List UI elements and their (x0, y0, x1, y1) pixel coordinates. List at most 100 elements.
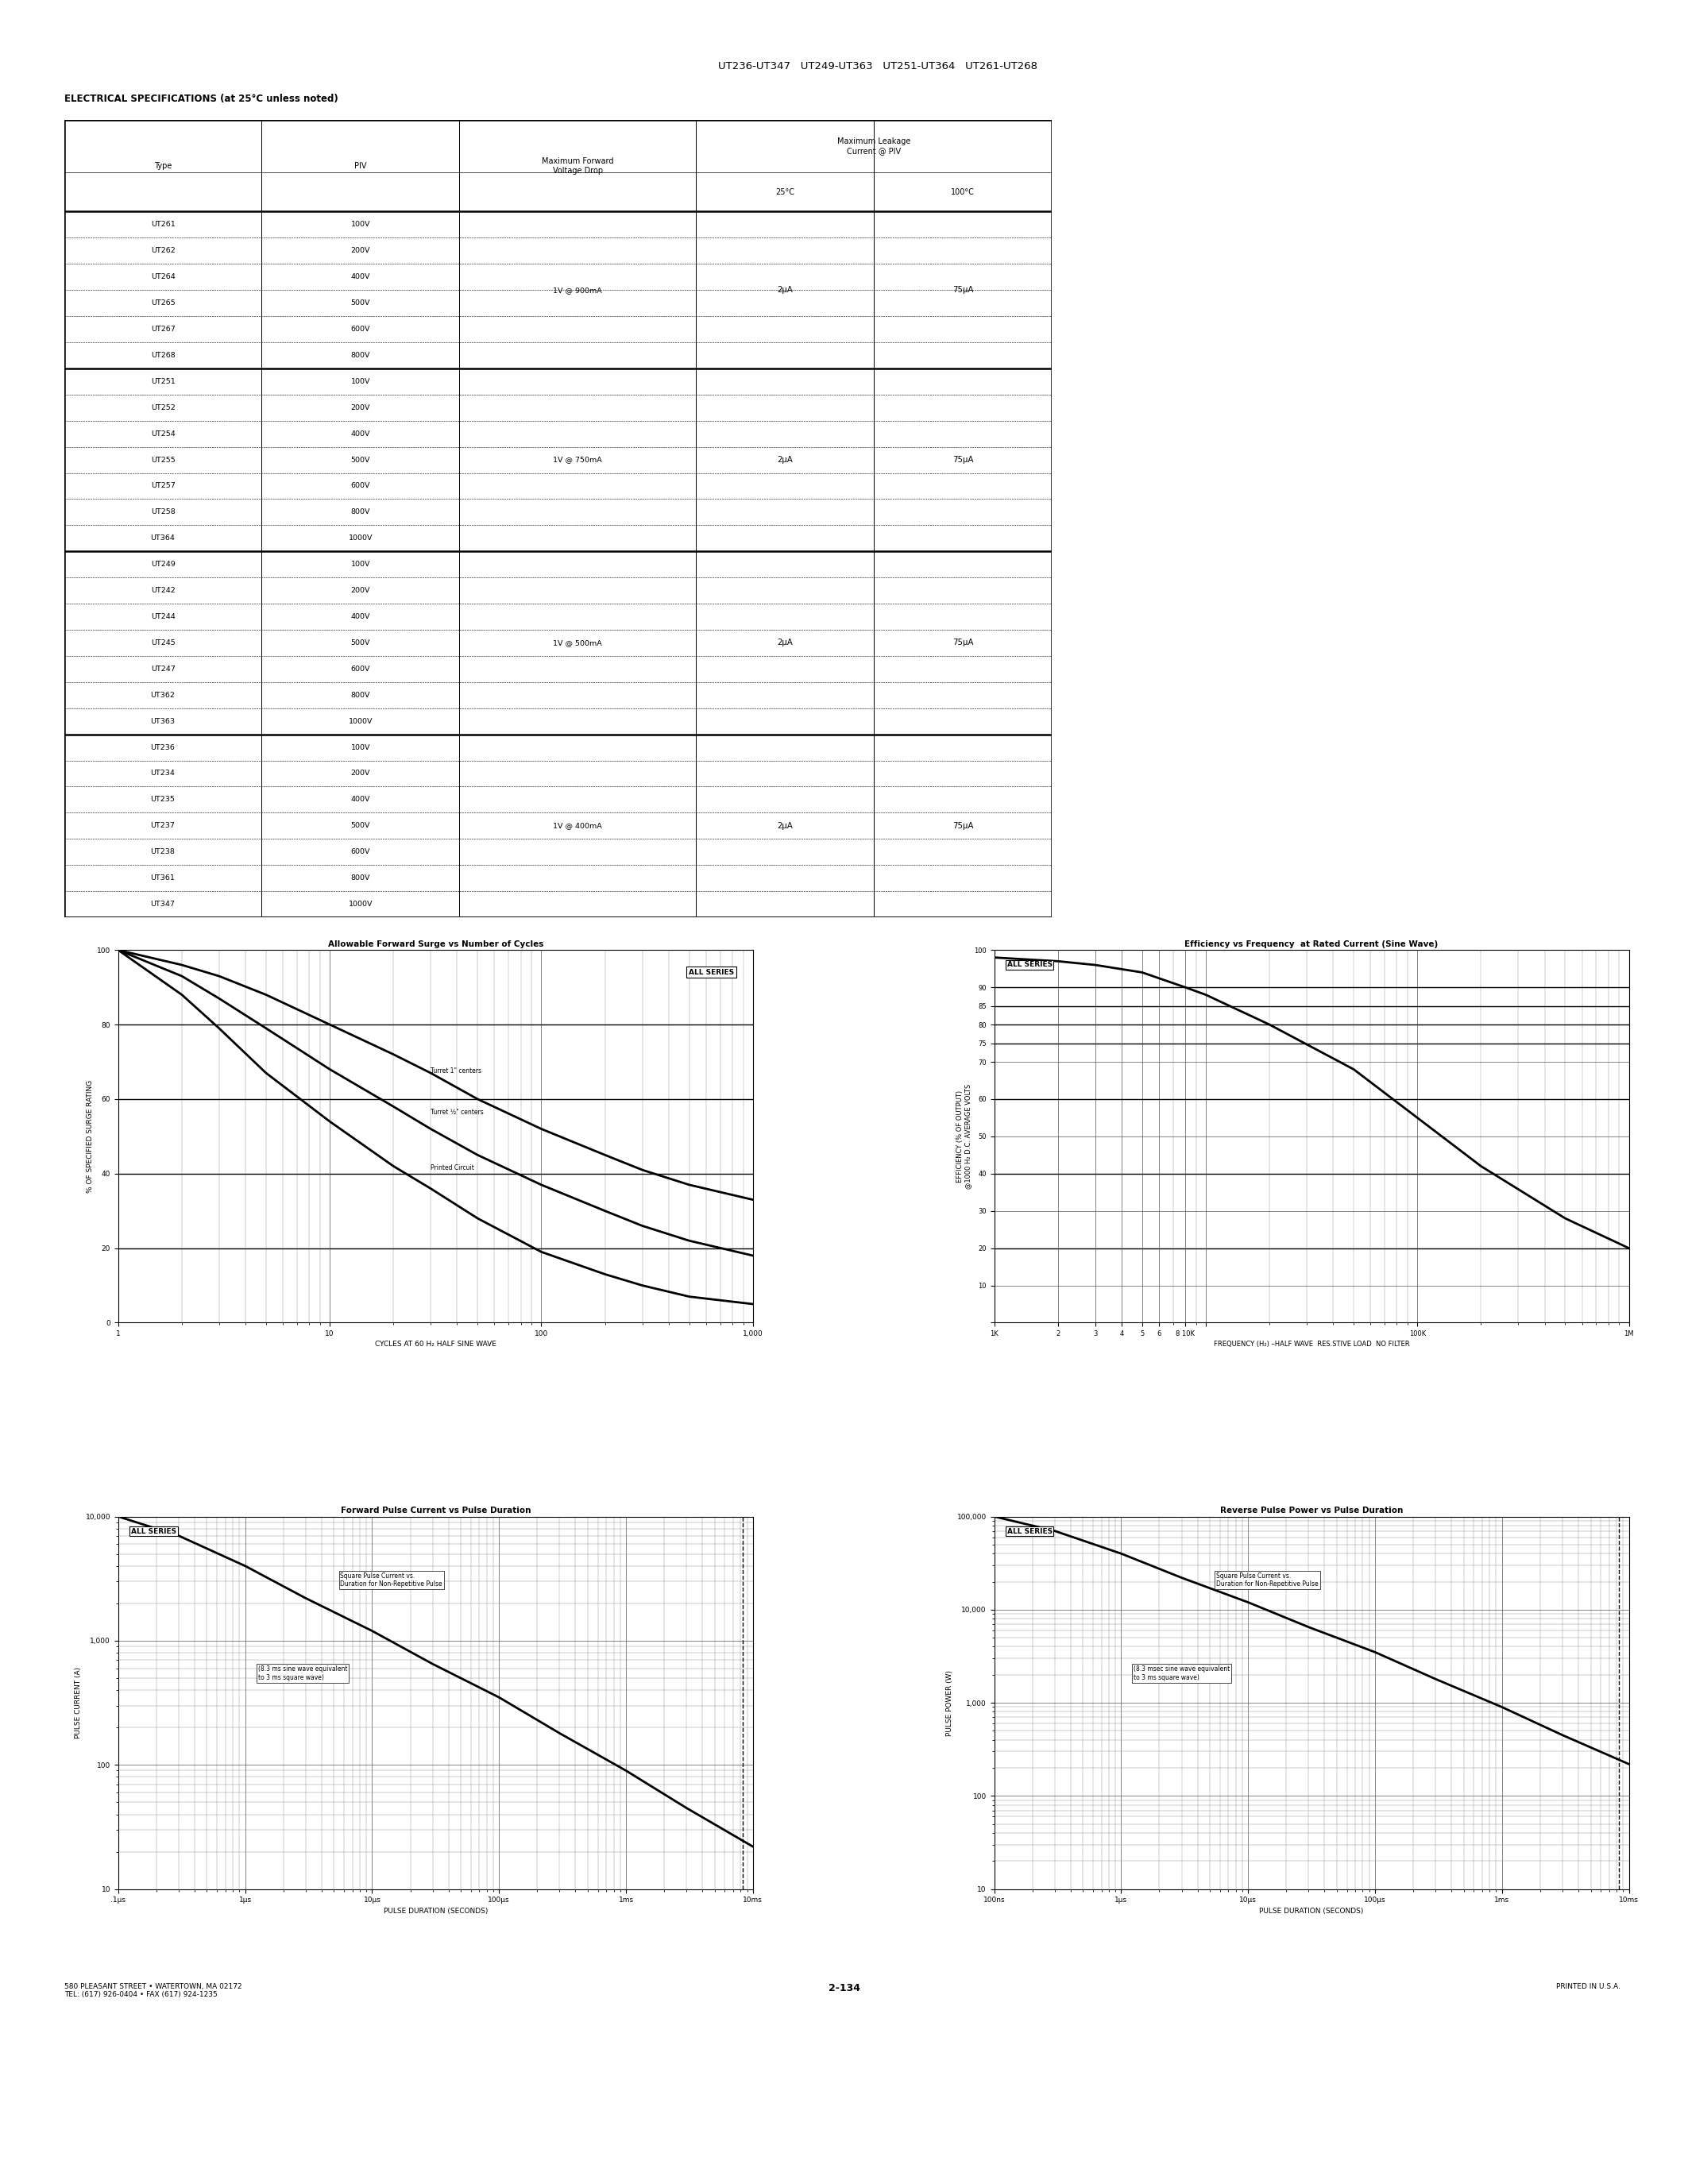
Text: UT236: UT236 (150, 745, 176, 751)
Text: UT252: UT252 (150, 404, 176, 411)
Text: UT247: UT247 (150, 666, 176, 673)
Text: Turret ½" centers: Turret ½" centers (430, 1109, 484, 1116)
Text: UT262: UT262 (150, 247, 176, 253)
Title: Efficiency vs Frequency  at Rated Current (Sine Wave): Efficiency vs Frequency at Rated Current… (1185, 941, 1438, 948)
Text: 200V: 200V (351, 404, 370, 411)
Text: UT347: UT347 (150, 900, 176, 909)
Text: UT265: UT265 (150, 299, 176, 306)
X-axis label: CYCLES AT 60 H₂ HALF SINE WAVE: CYCLES AT 60 H₂ HALF SINE WAVE (375, 1341, 496, 1348)
Text: 1V @ 400mA: 1V @ 400mA (554, 821, 603, 830)
Title: Forward Pulse Current vs Pulse Duration: Forward Pulse Current vs Pulse Duration (341, 1507, 530, 1516)
Text: 500V: 500V (351, 456, 370, 463)
Text: 2μA: 2μA (776, 456, 793, 463)
Text: 800V: 800V (351, 352, 370, 358)
Text: 2-134: 2-134 (829, 1983, 859, 1994)
Text: 2μA: 2μA (776, 640, 793, 646)
Text: Maximum Forward
Voltage Drop: Maximum Forward Voltage Drop (542, 157, 613, 175)
Title: Allowable Forward Surge vs Number of Cycles: Allowable Forward Surge vs Number of Cyc… (327, 941, 544, 948)
Text: 100V: 100V (351, 561, 370, 568)
Text: 500V: 500V (351, 299, 370, 306)
X-axis label: PULSE DURATION (SECONDS): PULSE DURATION (SECONDS) (1259, 1907, 1364, 1915)
Text: 400V: 400V (351, 614, 370, 620)
Text: UT254: UT254 (150, 430, 176, 437)
Text: UT238: UT238 (150, 847, 176, 856)
Text: 600V: 600V (351, 847, 370, 856)
Text: 75μA: 75μA (952, 456, 974, 463)
Text: UT363: UT363 (150, 719, 176, 725)
Text: 2μA: 2μA (776, 286, 793, 295)
Text: 1000V: 1000V (348, 535, 373, 542)
Text: 1V @ 500mA: 1V @ 500mA (554, 640, 603, 646)
Text: UT268: UT268 (150, 352, 176, 358)
Text: 75μA: 75μA (952, 640, 974, 646)
Text: 2μA: 2μA (776, 821, 793, 830)
Text: 600V: 600V (351, 666, 370, 673)
Y-axis label: PULSE CURRENT (A): PULSE CURRENT (A) (74, 1666, 83, 1738)
X-axis label: FREQUENCY (H₂) –HALF WAVE  RES.STIVE LOAD  NO FILTER: FREQUENCY (H₂) –HALF WAVE RES.STIVE LOAD… (1214, 1341, 1409, 1348)
Text: UT245: UT245 (150, 640, 176, 646)
Text: 200V: 200V (351, 247, 370, 253)
Text: 400V: 400V (351, 430, 370, 437)
Text: 600V: 600V (351, 483, 370, 489)
Text: 500V: 500V (351, 640, 370, 646)
Y-axis label: PULSE POWER (W): PULSE POWER (W) (947, 1671, 954, 1736)
X-axis label: PULSE DURATION (SECONDS): PULSE DURATION (SECONDS) (383, 1907, 488, 1915)
Y-axis label: EFFICIENCY (% OF OUTPUT)
@1000 H₂ D.C. AVERAGE VOLTS: EFFICIENCY (% OF OUTPUT) @1000 H₂ D.C. A… (957, 1083, 972, 1188)
Text: 580 PLEASANT STREET • WATERTOWN, MA 02172
TEL: (617) 926-0404 • FAX (617) 924-12: 580 PLEASANT STREET • WATERTOWN, MA 0217… (64, 1983, 241, 1998)
Text: UT364: UT364 (150, 535, 176, 542)
Text: 1V @ 750mA: 1V @ 750mA (554, 456, 603, 463)
Text: UT267: UT267 (150, 325, 176, 332)
Text: UT257: UT257 (150, 483, 176, 489)
Text: 100V: 100V (351, 221, 370, 229)
Text: UT264: UT264 (150, 273, 176, 280)
Text: ALL SERIES: ALL SERIES (1006, 1527, 1052, 1535)
Text: 600V: 600V (351, 325, 370, 332)
Text: ALL SERIES: ALL SERIES (132, 1527, 176, 1535)
Text: 400V: 400V (351, 797, 370, 804)
Text: 100°C: 100°C (950, 188, 974, 197)
Text: UT234: UT234 (150, 771, 176, 778)
Text: UT255: UT255 (150, 456, 176, 463)
Text: (8.3 ms sine wave equivalent
to 3 ms square wave): (8.3 ms sine wave equivalent to 3 ms squ… (258, 1666, 348, 1682)
Text: UT362: UT362 (150, 692, 176, 699)
Text: UT261: UT261 (150, 221, 176, 229)
Text: Turret 1" centers: Turret 1" centers (430, 1068, 481, 1075)
Text: PIV: PIV (354, 162, 366, 170)
Text: 1000V: 1000V (348, 900, 373, 909)
Text: PRINTED IN U.S.A.: PRINTED IN U.S.A. (1556, 1983, 1620, 1990)
Text: UT258: UT258 (150, 509, 176, 515)
Title: Reverse Pulse Power vs Pulse Duration: Reverse Pulse Power vs Pulse Duration (1220, 1507, 1403, 1516)
Text: 1V @ 900mA: 1V @ 900mA (554, 286, 603, 293)
Text: 75μA: 75μA (952, 821, 974, 830)
Text: UT237: UT237 (150, 821, 176, 830)
Text: 25°C: 25°C (775, 188, 795, 197)
Text: Printed Circuit: Printed Circuit (430, 1164, 474, 1171)
Text: 75μA: 75μA (952, 286, 974, 295)
Text: 100V: 100V (351, 745, 370, 751)
Text: UT361: UT361 (150, 874, 176, 882)
Text: 800V: 800V (351, 692, 370, 699)
Y-axis label: % OF SPECIFIED SURGE RATING: % OF SPECIFIED SURGE RATING (86, 1079, 93, 1192)
Text: UT249: UT249 (150, 561, 176, 568)
Text: ALL SERIES: ALL SERIES (1006, 961, 1052, 968)
Text: 1000V: 1000V (348, 719, 373, 725)
Text: 200V: 200V (351, 771, 370, 778)
Text: Type: Type (154, 162, 172, 170)
Text: 200V: 200V (351, 587, 370, 594)
Text: Square Pulse Current vs.
Duration for Non-Repetitive Pulse: Square Pulse Current vs. Duration for No… (341, 1572, 442, 1588)
Text: ELECTRICAL SPECIFICATIONS (at 25°C unless noted): ELECTRICAL SPECIFICATIONS (at 25°C unles… (64, 94, 338, 105)
Text: ALL SERIES: ALL SERIES (689, 970, 734, 976)
Text: 800V: 800V (351, 509, 370, 515)
Text: Maximum Leakage
Current @ PIV: Maximum Leakage Current @ PIV (837, 138, 910, 155)
Text: UT236-UT347   UT249-UT363   UT251-UT364   UT261-UT268: UT236-UT347 UT249-UT363 UT251-UT364 UT26… (717, 61, 1038, 72)
Text: 800V: 800V (351, 874, 370, 882)
Text: (8.3 msec sine wave equivalent
to 3 ms square wave): (8.3 msec sine wave equivalent to 3 ms s… (1134, 1666, 1231, 1682)
Text: 100V: 100V (351, 378, 370, 384)
Text: UT244: UT244 (150, 614, 176, 620)
Text: UT235: UT235 (150, 797, 176, 804)
Text: 500V: 500V (351, 821, 370, 830)
Text: 400V: 400V (351, 273, 370, 280)
Text: UT242: UT242 (150, 587, 176, 594)
Text: UT251: UT251 (150, 378, 176, 384)
Text: Square Pulse Current vs.
Duration for Non-Repetitive Pulse: Square Pulse Current vs. Duration for No… (1217, 1572, 1318, 1588)
